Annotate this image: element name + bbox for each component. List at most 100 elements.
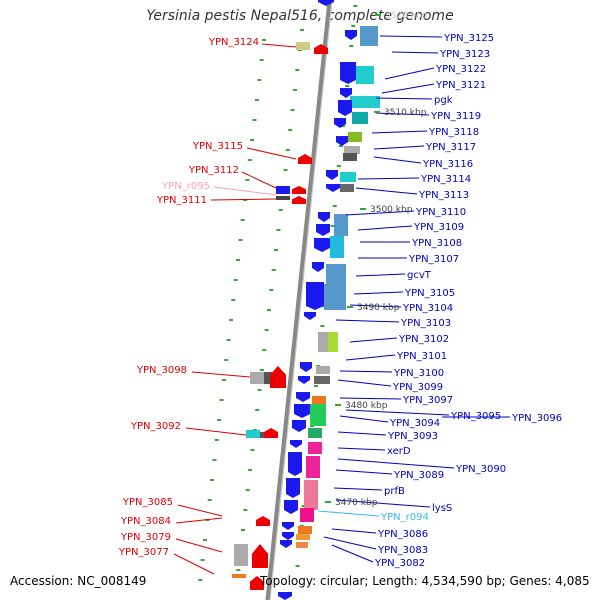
gene-arrow <box>280 540 292 548</box>
gene-box <box>296 534 310 540</box>
gene-arrow <box>292 186 306 194</box>
gene-label: YPN_3102 <box>398 334 449 345</box>
gene-arrow <box>264 428 278 438</box>
leader-line <box>371 130 428 134</box>
leader-line <box>373 145 425 150</box>
gene-label: YPN_3093 <box>387 431 438 442</box>
gene-arrow <box>278 592 292 600</box>
gene-label: YPN_3118 <box>428 127 479 138</box>
gene-box <box>264 372 272 384</box>
gene-arrow <box>336 136 348 146</box>
gene-label: YPN_3123 <box>439 49 490 60</box>
gene-arrow <box>338 100 352 116</box>
gene-label: YPN_3101 <box>396 351 447 362</box>
gene-label: YPN_3111 <box>156 195 207 206</box>
gene-label: YPN_3104 <box>402 303 453 314</box>
leader-line <box>391 51 439 54</box>
leader-line <box>177 504 223 517</box>
gene-arrow <box>314 44 328 54</box>
leader-line <box>185 427 247 436</box>
gene-box <box>356 66 374 84</box>
gene-arrow <box>292 196 306 204</box>
gene-arrow <box>345 30 357 40</box>
leader-line <box>349 304 402 308</box>
leader-line <box>353 291 404 295</box>
gene-arrow <box>282 532 294 540</box>
gene-box <box>314 376 330 384</box>
gene-label: YPN_3099 <box>392 382 443 393</box>
genome-backbone <box>265 0 333 600</box>
gene-label: YPN_3083 <box>377 545 428 556</box>
gene-arrow <box>284 500 298 514</box>
leader-line <box>331 528 377 534</box>
leader-line <box>335 499 431 508</box>
gene-arrow <box>252 544 268 568</box>
gene-arrow <box>300 362 312 372</box>
gene-box <box>308 428 322 438</box>
gene-label: YPN_3077 <box>118 547 169 558</box>
gene-arrow <box>314 238 330 252</box>
gene-arrow <box>306 282 324 310</box>
kbp-label: 3500 kbp <box>370 205 413 215</box>
kbp-label: 3470 kbp <box>335 498 378 508</box>
leader-line <box>381 83 435 94</box>
gene-label: YPN_3122 <box>435 64 486 75</box>
gene-box <box>296 42 310 50</box>
gene-arrow <box>334 118 346 128</box>
gene-box <box>276 196 290 200</box>
gene-arrow <box>290 440 302 448</box>
gene-label: YPN_3105 <box>404 288 455 299</box>
gene-arrow <box>282 522 294 530</box>
gene-arrow <box>316 224 330 236</box>
kbp-label: 3490 kbp <box>357 303 400 313</box>
gene-label: YPN_3084 <box>120 516 171 527</box>
gene-box <box>340 184 354 192</box>
gene-label: YPN_3107 <box>408 254 459 265</box>
gene-label: YPN_3124 <box>208 37 259 48</box>
leader-line <box>345 210 415 216</box>
leader-line <box>333 487 383 491</box>
gene-arrow <box>250 576 264 590</box>
gene-arrow <box>312 262 324 272</box>
gene-label: xerD <box>387 446 411 457</box>
gene-box <box>246 430 260 438</box>
topology-text: Topology: circular; Length: 4,534,590 bp… <box>260 574 590 588</box>
gene-box <box>298 526 312 534</box>
gene-label: YPN_3096 <box>511 413 562 424</box>
gene-label: YPN_3109 <box>413 222 464 233</box>
kbp-label: 3520 kbp <box>385 11 428 21</box>
gene-box <box>328 332 338 352</box>
leader-line <box>175 538 223 553</box>
leader-line <box>335 469 393 475</box>
gene-label: YPN_3114 <box>420 174 471 185</box>
gene-box <box>234 544 248 566</box>
leader-line <box>339 370 393 373</box>
gene-arrow <box>326 170 338 180</box>
leader-line <box>317 510 380 517</box>
gene-box <box>308 442 322 454</box>
gene-label: YPN_3119 <box>430 111 481 122</box>
leader-line <box>349 337 398 343</box>
gene-box <box>334 214 348 236</box>
leader-line <box>261 43 297 48</box>
gene-box <box>348 132 362 142</box>
leader-line <box>345 354 396 361</box>
gene-label: YPN_3115 <box>192 141 243 152</box>
gene-label: YPN_3090 <box>455 464 506 475</box>
leader-line <box>335 319 400 323</box>
gene-label: pgk <box>434 95 453 106</box>
gene-label: YPN_r094 <box>380 512 429 523</box>
gene-label: YPN_3086 <box>377 529 428 540</box>
gene-arrow <box>298 376 310 384</box>
gene-box <box>326 264 346 286</box>
gene-box <box>312 396 326 404</box>
gene-label: YPN_3092 <box>130 421 181 432</box>
gene-box <box>250 372 264 384</box>
leader-line <box>323 536 377 550</box>
leader-line <box>339 415 389 423</box>
gene-box <box>296 542 308 548</box>
gene-arrow <box>270 366 286 388</box>
gene-arrow <box>318 212 330 222</box>
